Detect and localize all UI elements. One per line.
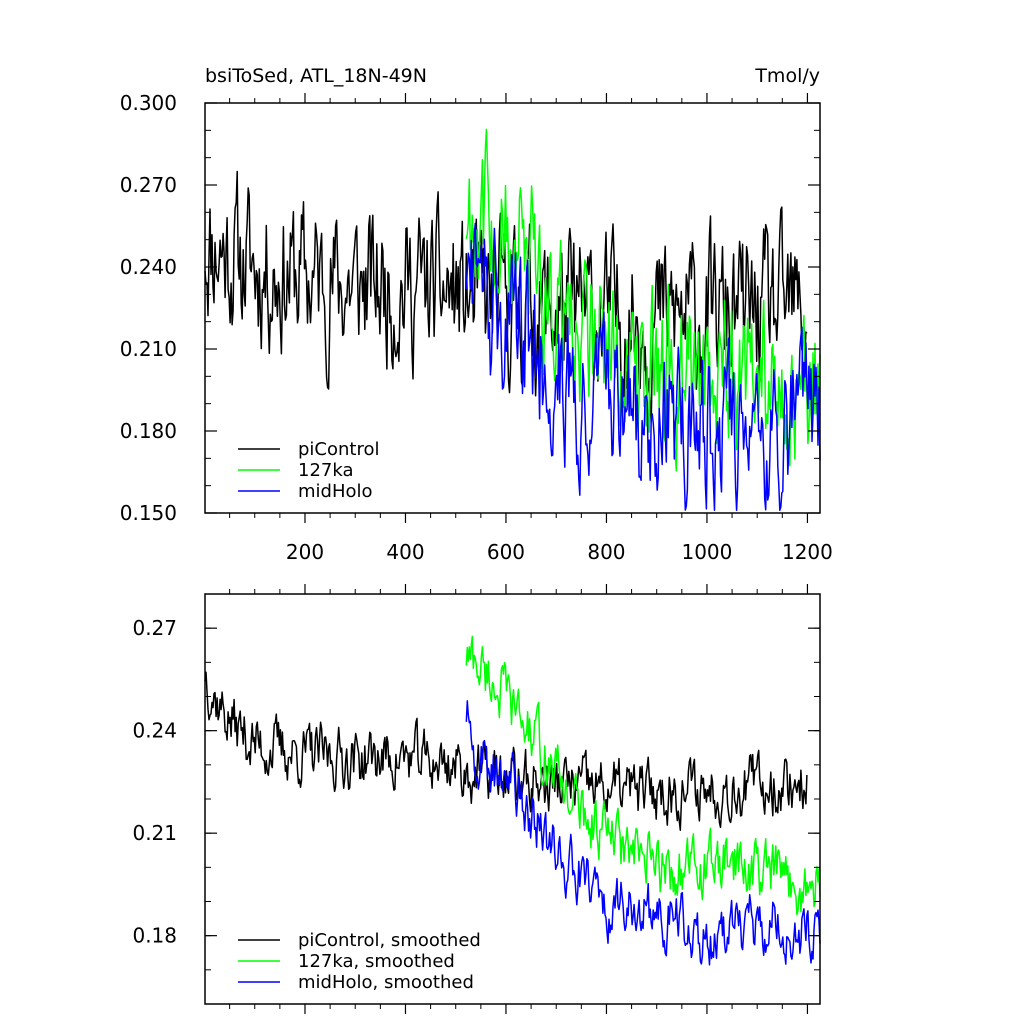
legend-label: piControl xyxy=(298,439,380,460)
top-plot-frame xyxy=(204,102,821,514)
series-line-midholo xyxy=(465,222,821,512)
x-tick-label: 400 xyxy=(386,540,424,564)
legend-label: midHolo, smoothed xyxy=(298,972,474,993)
bottom-ticks: 0.18 0.21 0.24 0.27 xyxy=(132,584,820,1014)
y-tick-label: 0.18 xyxy=(132,924,177,948)
y-tick-label: 0.240 xyxy=(120,255,177,279)
y-tick-label: 0.180 xyxy=(120,419,177,443)
x-tick-label: 600 xyxy=(487,540,525,564)
x-tick-label: 800 xyxy=(587,540,625,564)
series-line-127ka xyxy=(465,128,821,472)
legend-label: 127ka xyxy=(298,460,354,481)
x-tick-label: 1200 xyxy=(782,540,833,564)
series-line-midholo xyxy=(465,700,821,966)
series-line-picontrol xyxy=(204,671,808,831)
y-tick-label: 0.21 xyxy=(132,821,177,845)
legend-label: midHolo xyxy=(298,481,373,502)
y-tick-label: 0.210 xyxy=(120,337,177,361)
units-label: Tmol/y xyxy=(754,65,820,87)
legend-label: 127ka, smoothed xyxy=(298,951,455,972)
x-tick-label: 1000 xyxy=(681,540,732,564)
series-line-picontrol xyxy=(204,170,808,423)
y-tick-label: 0.27 xyxy=(132,616,177,640)
top-series-layer xyxy=(204,128,821,512)
series-line-127ka xyxy=(465,635,821,916)
chart-title: bsiToSed, ATL_18N-49N xyxy=(205,65,427,87)
bottom-series-layer xyxy=(204,635,821,966)
top-ticks: 0.150 0.180 0.210 0.240 0.270 0.300 200 400 600 8… xyxy=(120,91,833,564)
legend-label: piControl, smoothed xyxy=(298,930,481,951)
x-tick-label: 200 xyxy=(286,540,324,564)
bottom-panel: 0.18 0.21 0.24 0.27 piControl, smoothed127k… xyxy=(132,584,821,1014)
y-tick-label: 0.24 xyxy=(132,719,177,743)
top-panel: 0.150 0.180 0.210 0.240 0.270 0.300 200 400 600 8… xyxy=(120,65,833,564)
y-tick-label: 0.300 xyxy=(120,91,177,115)
y-tick-label: 0.270 xyxy=(120,173,177,197)
y-tick-label: 0.150 xyxy=(120,501,177,525)
